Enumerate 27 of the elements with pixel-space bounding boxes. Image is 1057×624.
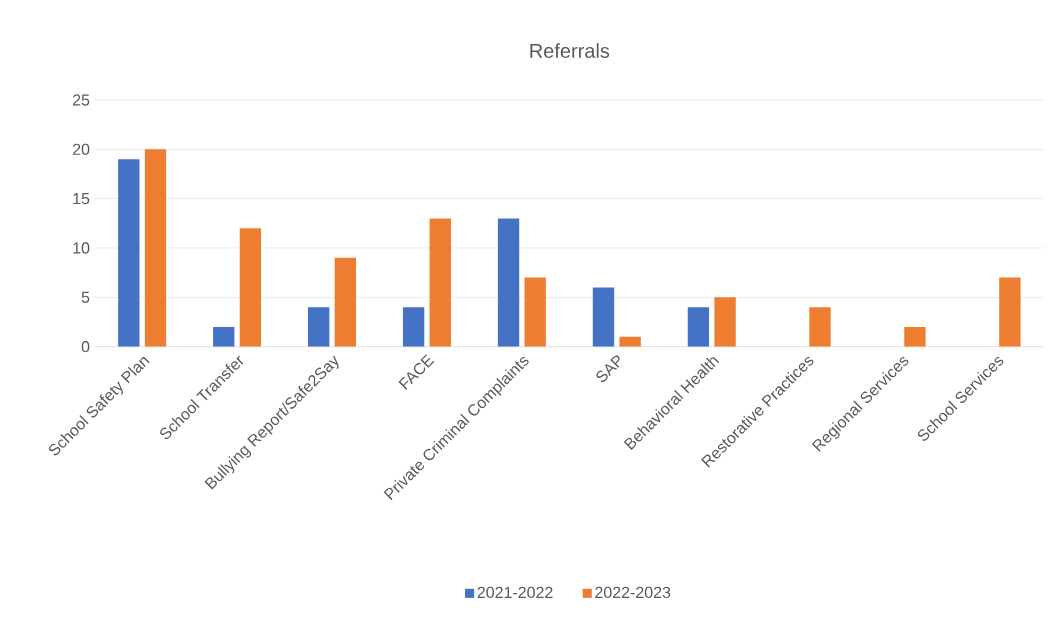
- y-tick-label: 0: [81, 341, 90, 353]
- y-tick-label: 20: [72, 143, 90, 155]
- bar: [904, 326, 926, 347]
- bar: [524, 277, 546, 347]
- y-tick-label: 5: [81, 291, 90, 303]
- bar: [239, 228, 262, 347]
- bar: [497, 218, 520, 347]
- y-tick-label: 25: [72, 94, 90, 106]
- y-tick-label: 10: [73, 242, 90, 254]
- x-tick-label: SAP: [596, 355, 620, 383]
- bar: [809, 307, 831, 347]
- bar: [999, 277, 1021, 347]
- bar: [687, 307, 710, 347]
- bar: [429, 218, 451, 347]
- bar: [714, 297, 736, 347]
- bar: [144, 149, 167, 347]
- chart-title: Referrals: [530, 43, 610, 58]
- bar: [118, 159, 140, 347]
- legend-label: 2021-2022: [477, 586, 553, 599]
- bar: [592, 287, 615, 347]
- bar: [402, 307, 425, 347]
- bar: [308, 307, 330, 347]
- legend-label: 2022-2023: [595, 586, 671, 599]
- bar: [619, 336, 641, 347]
- y-tick-label: 15: [73, 193, 90, 205]
- bar: [334, 257, 357, 347]
- bar: [213, 326, 235, 347]
